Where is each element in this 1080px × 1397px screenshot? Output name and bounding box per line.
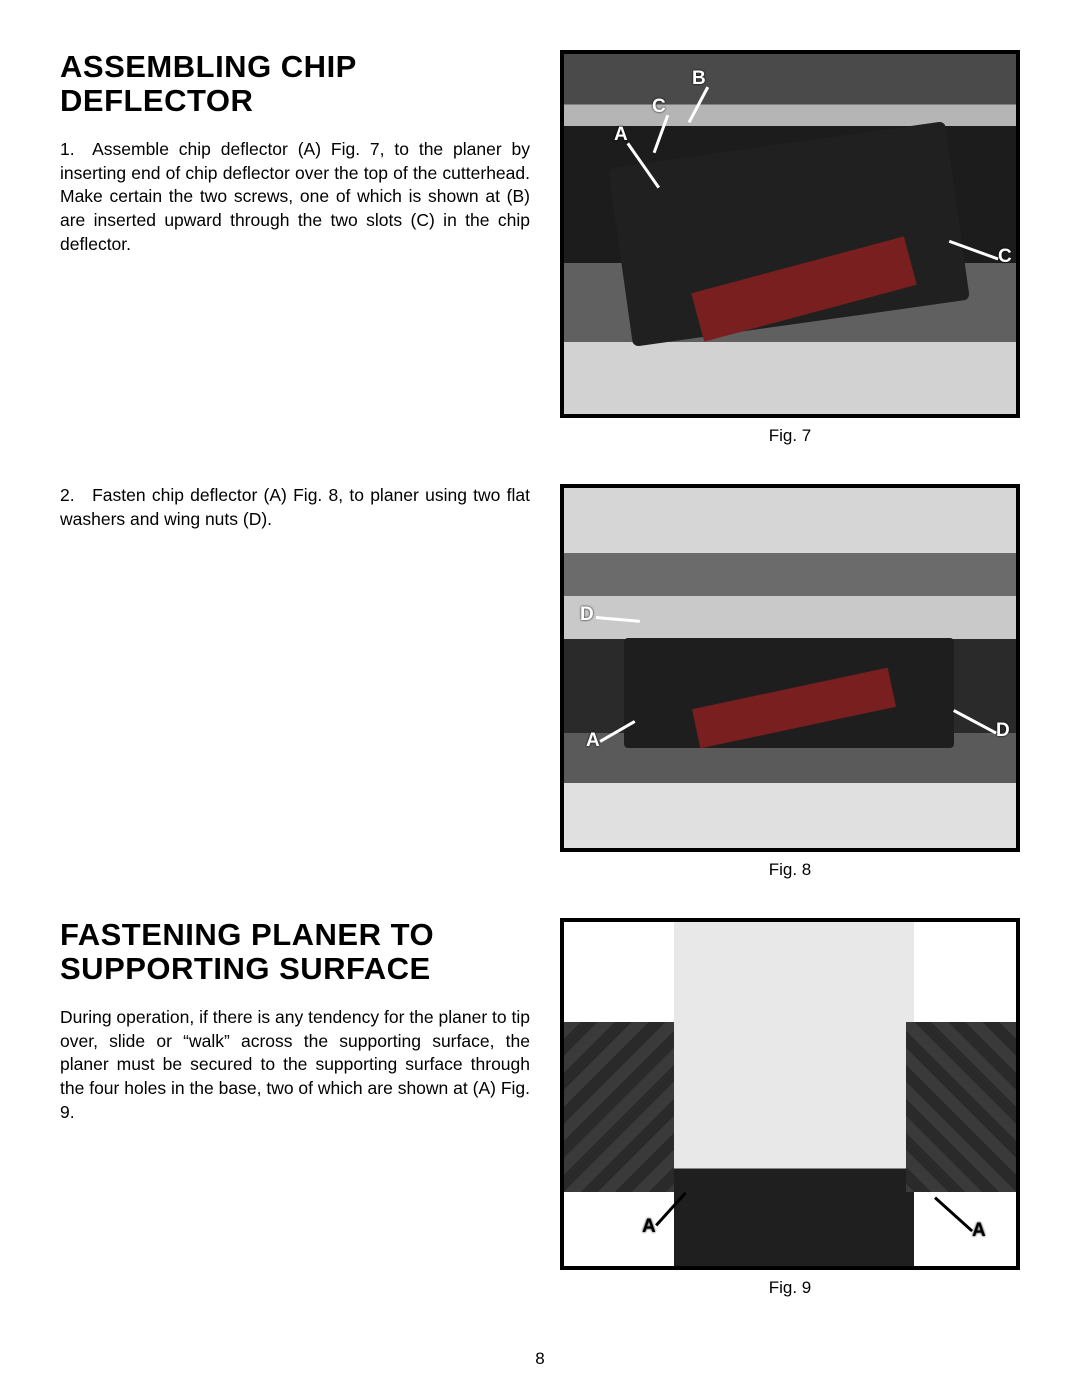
heading-assembling-chip-deflector: ASSEMBLING CHIP DEFLECTOR: [60, 50, 530, 118]
figure-column: D A D Fig. 8: [560, 484, 1020, 880]
figure-9-body-icon: [674, 922, 914, 1270]
heading-fastening-planer: FASTENING PLANER TO SUPPORTING SURFACE: [60, 918, 530, 986]
manual-page: ASSEMBLING CHIP DEFLECTOR 1. Assemble ch…: [0, 0, 1080, 1397]
figure-8-label-d2: D: [996, 720, 1010, 742]
figure-9-label-a2: A: [972, 1220, 986, 1242]
page-number: 8: [0, 1349, 1080, 1369]
figure-8: D A D: [560, 484, 1020, 852]
figure-column: A A Fig. 9: [560, 918, 1020, 1298]
text-column: ASSEMBLING CHIP DEFLECTOR 1. Assemble ch…: [60, 50, 530, 446]
section-chip-deflector-2: 2. Fasten chip deflector (A) Fig. 8, to …: [60, 484, 1020, 880]
figure-8-caption: Fig. 8: [560, 860, 1020, 880]
text-column: 2. Fasten chip deflector (A) Fig. 8, to …: [60, 484, 530, 880]
figure-7-image: [560, 50, 1020, 418]
figure-9-wing-right-icon: [906, 1022, 1016, 1192]
figure-8-image: [560, 484, 1020, 852]
figure-9-caption: Fig. 9: [560, 1278, 1020, 1298]
step-1-text: 1. Assemble chip deflector (A) Fig. 7, t…: [60, 138, 530, 256]
figure-8-label-a: A: [586, 730, 600, 752]
figure-7-label-b: B: [692, 68, 706, 90]
figure-7-caption: Fig. 7: [560, 426, 1020, 446]
figure-9-wing-left-icon: [564, 1022, 674, 1192]
step-2-text: 2. Fasten chip deflector (A) Fig. 8, to …: [60, 484, 530, 531]
figure-8-label-d1: D: [580, 604, 594, 626]
figure-7-label-c2: C: [998, 246, 1012, 268]
text-column: FASTENING PLANER TO SUPPORTING SURFACE D…: [60, 918, 530, 1298]
figure-7: B C A C: [560, 50, 1020, 418]
section-chip-deflector-1: ASSEMBLING CHIP DEFLECTOR 1. Assemble ch…: [60, 50, 1020, 446]
fastening-text: During operation, if there is any tenden…: [60, 1006, 530, 1124]
section-fastening-planer: FASTENING PLANER TO SUPPORTING SURFACE D…: [60, 918, 1020, 1298]
figure-column: B C A C Fig. 7: [560, 50, 1020, 446]
figure-9-image: [560, 918, 1020, 1270]
figure-9-label-a1: A: [642, 1216, 656, 1238]
figure-7-label-c1: C: [652, 96, 666, 118]
figure-7-label-a: A: [614, 124, 628, 146]
figure-9: A A: [560, 918, 1020, 1270]
